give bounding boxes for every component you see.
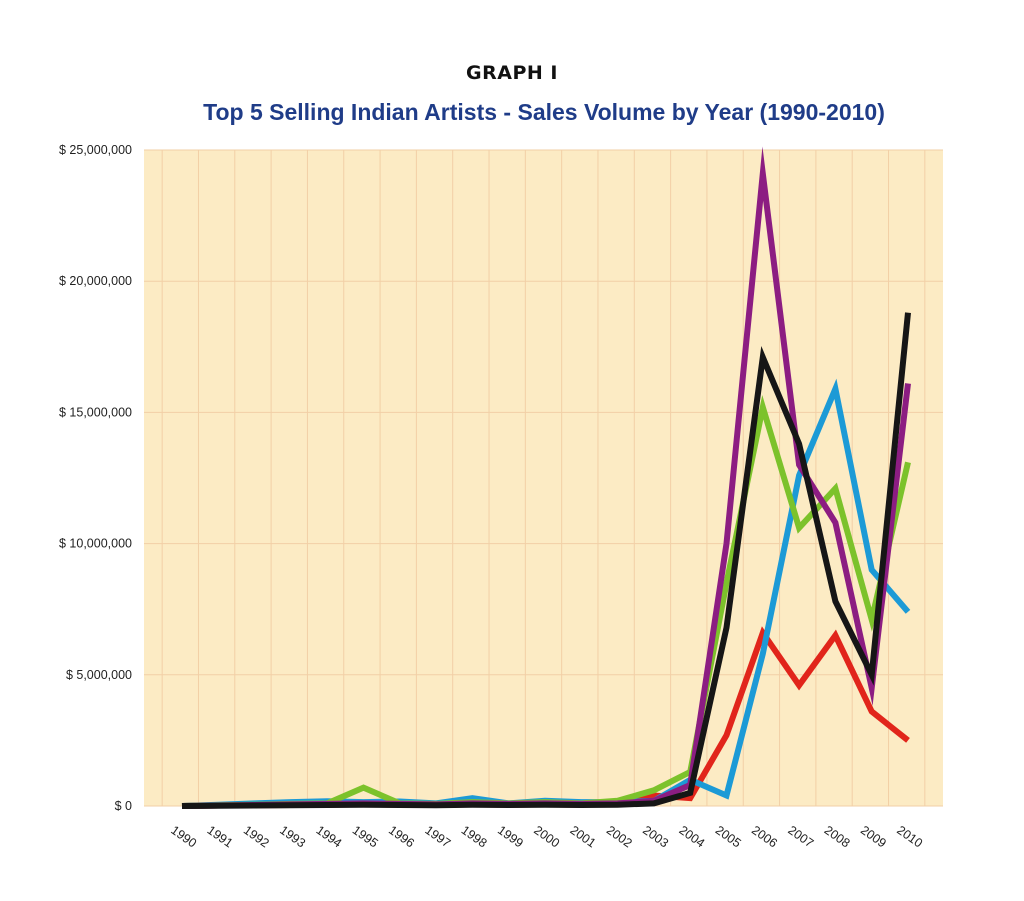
x-axis: 1990 1991 1992 1993 1994 1995 1996 1997 1998 1999…: [168, 823, 925, 850]
x-tick-label: 2001: [568, 823, 599, 850]
x-tick-label: 2002: [604, 823, 635, 850]
x-tick-label: 2008: [822, 823, 853, 850]
x-tick-label: 2009: [858, 823, 889, 850]
series-lines: [181, 146, 911, 809]
y-tick-label: $ 25,000,000: [59, 143, 132, 157]
x-tick-label: 2004: [676, 823, 707, 850]
x-tick-label: 1995: [350, 823, 381, 850]
y-tick-label: $ 10,000,000: [59, 537, 132, 551]
plot-area: [144, 150, 943, 806]
series-line: [181, 312, 911, 809]
x-tick-label: 2007: [785, 823, 816, 850]
x-tick-label: 1992: [241, 823, 272, 850]
x-tick-label: 1998: [459, 823, 490, 850]
x-tick-label: 1999: [495, 823, 526, 850]
x-tick-label: 1997: [422, 823, 453, 850]
x-tick-label: 1996: [386, 823, 417, 850]
y-axis: $ 0 $ 5,000,000 $ 10,000,000 $ 15,000,000 $ …: [59, 143, 132, 813]
x-tick-label: 2010: [894, 823, 925, 850]
x-tick-label: 1994: [313, 823, 344, 850]
y-tick-label: $ 20,000,000: [59, 274, 132, 288]
x-tick-label: 2005: [713, 823, 744, 850]
y-tick-label: $ 15,000,000: [59, 405, 132, 419]
x-tick-label: 2000: [531, 823, 562, 850]
x-tick-label: 1991: [205, 823, 236, 850]
graph-label: GRAPH I: [466, 62, 558, 84]
x-tick-label: 2003: [640, 823, 671, 850]
x-tick-label: 1990: [168, 823, 199, 850]
x-tick-label: 2006: [749, 823, 780, 850]
y-tick-label: $ 0: [115, 799, 132, 813]
grid: [144, 149, 943, 807]
x-tick-label: 1993: [277, 823, 308, 850]
y-tick-label: $ 5,000,000: [66, 668, 132, 682]
chart-title: Top 5 Selling Indian Artists - Sales Vol…: [203, 99, 885, 125]
